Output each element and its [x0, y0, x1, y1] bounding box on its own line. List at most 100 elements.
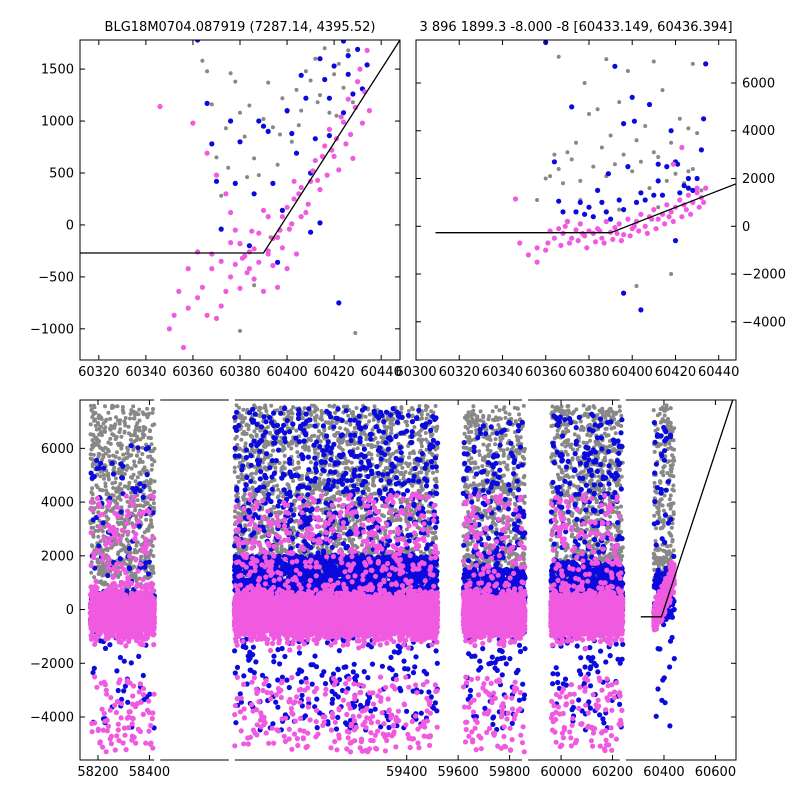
pink-point [209, 266, 214, 271]
pink-point [610, 237, 615, 242]
gray-point [200, 59, 204, 63]
pink-point [90, 587, 95, 592]
pink-point [143, 585, 148, 590]
pink-point [190, 121, 195, 126]
pink-point [357, 67, 362, 72]
pink-point [299, 214, 304, 219]
blue-point [322, 77, 327, 82]
gray-point [118, 418, 122, 422]
pink-point [98, 525, 103, 530]
gray-point [244, 441, 248, 445]
gray-point [295, 88, 299, 92]
pink-point [150, 745, 155, 750]
gray-point [129, 475, 133, 479]
pink-point [110, 575, 115, 580]
pink-point [145, 550, 150, 555]
gray-point [152, 501, 156, 505]
gray-point [275, 484, 279, 488]
gray-point [609, 134, 613, 138]
top-left-panel: BLG18M0704.087919 (7287.14, 4395.52) 603… [30, 20, 402, 380]
gray-point [128, 417, 132, 421]
gray-point [699, 188, 703, 192]
blue-point [101, 466, 106, 471]
pink-point [127, 513, 132, 518]
gray-point [129, 491, 133, 495]
x-tick-label: 60300 [395, 365, 436, 380]
blue-point [143, 560, 148, 565]
gray-point [233, 470, 237, 474]
pink-point [106, 602, 111, 607]
pink-point [299, 185, 304, 190]
blue-point [664, 164, 669, 169]
gray-point [686, 126, 690, 130]
gray-point [116, 496, 120, 500]
pink-point [195, 295, 200, 300]
gray-point [292, 499, 296, 503]
x-tick-label: 60360 [172, 365, 213, 380]
pink-point [200, 285, 205, 290]
gray-point [323, 46, 327, 50]
pink-point [104, 749, 109, 754]
pink-point [701, 200, 706, 205]
pink-point [573, 227, 578, 232]
gray-point [151, 544, 155, 548]
gray-point [118, 469, 122, 473]
gray-point [124, 416, 128, 420]
blue-point [612, 64, 617, 69]
blue-point [209, 141, 214, 146]
gray-point [106, 448, 110, 452]
pink-point [149, 597, 154, 602]
gray-point [106, 547, 110, 551]
gray-point [291, 479, 295, 483]
pink-point [181, 345, 186, 350]
gray-point [565, 150, 569, 154]
gray-point [93, 529, 97, 533]
gray-point [153, 479, 157, 483]
gray-point [316, 100, 320, 104]
gray-point [113, 422, 117, 426]
y-tick-label: 1000 [41, 115, 74, 130]
pink-point [119, 640, 124, 645]
pink-point [150, 535, 155, 540]
gray-point [635, 284, 639, 288]
pink-point [556, 226, 561, 231]
gray-point [117, 443, 121, 447]
blue-point [621, 207, 626, 212]
pink-point [116, 738, 121, 743]
pink-point [116, 727, 121, 732]
pink-point [130, 721, 135, 726]
pink-point [141, 712, 146, 717]
pink-point [100, 553, 105, 558]
pink-point [120, 587, 125, 592]
gray-point [98, 427, 102, 431]
pink-point [152, 692, 157, 697]
gray-point [674, 172, 678, 176]
pink-point [133, 557, 138, 562]
blue-point [129, 443, 134, 448]
pink-point [146, 699, 151, 704]
gray-point [91, 433, 95, 437]
pink-point [285, 266, 290, 271]
pink-point [126, 617, 131, 622]
gray-point [129, 559, 133, 563]
gray-point [149, 436, 153, 440]
gray-point [297, 123, 301, 127]
gray-point [235, 435, 239, 439]
pink-point [237, 241, 242, 246]
pink-point [580, 231, 585, 236]
gray-point [630, 169, 634, 173]
x-tick-label: 60380 [568, 365, 609, 380]
pink-point [578, 221, 583, 226]
pink-point [545, 240, 550, 245]
pink-point [636, 228, 641, 233]
pink-point [209, 251, 214, 256]
gray-point [109, 428, 113, 432]
gray-point [128, 504, 132, 508]
blue-point [606, 171, 611, 176]
gray-point [210, 102, 214, 106]
gray-point [108, 437, 112, 441]
gray-point [348, 423, 352, 427]
gray-point [264, 409, 268, 413]
pink-point [89, 530, 94, 535]
pink-point [135, 519, 140, 524]
